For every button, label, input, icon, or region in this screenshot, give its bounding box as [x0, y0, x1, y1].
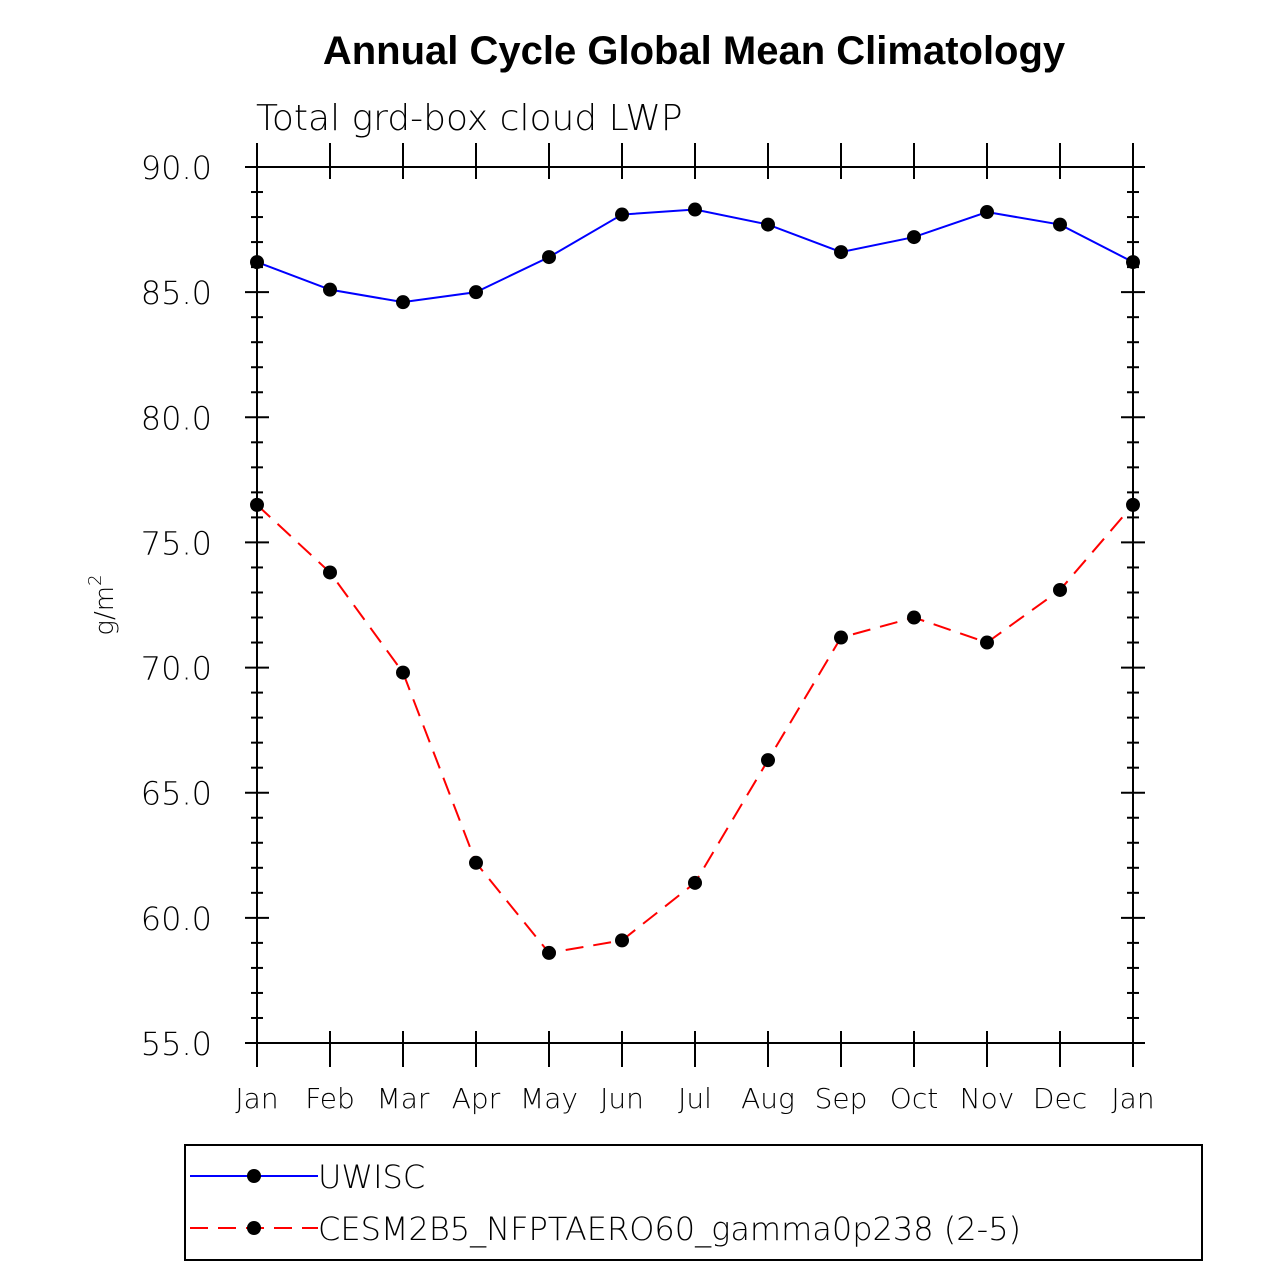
legend-label-2: CESM2B5_NFPTAERO60_gamma0p238 (2-5)	[318, 1210, 1021, 1248]
y-tick-label: 85.0	[141, 274, 212, 312]
x-tick-label: Apr	[452, 1082, 501, 1115]
y-tick-label: 75.0	[141, 524, 212, 562]
data-point-1	[980, 205, 994, 220]
data-point-1	[834, 245, 848, 260]
data-point-1	[1126, 255, 1140, 270]
y-tick-label: 80.0	[141, 399, 212, 437]
y-tick-label: 60.0	[141, 900, 212, 938]
legend-label-1: UWISC	[318, 1158, 425, 1196]
data-point-1	[396, 295, 410, 310]
data-point-2	[1053, 582, 1067, 597]
x-tick-label: Dec	[1033, 1082, 1087, 1115]
data-point-1	[907, 230, 921, 245]
series-line-1	[256, 208, 1134, 304]
plot-area	[256, 166, 1134, 1044]
data-point-2	[396, 665, 410, 680]
y-axis-label-base: g/m	[90, 586, 120, 636]
y-tick-label: 65.0	[141, 775, 212, 813]
data-point-1	[542, 250, 556, 265]
data-point-2	[980, 635, 994, 650]
data-point-1	[469, 285, 483, 300]
data-point-1	[1053, 217, 1067, 232]
data-point-1	[323, 282, 337, 297]
data-point-2	[469, 855, 483, 870]
legend-box	[184, 1144, 1203, 1261]
x-tick-label: Jun	[600, 1082, 644, 1115]
y-ticks: 55.0 60.0 65.0 70.0 75.0 80.0 85.0 90.0	[141, 149, 1145, 1063]
x-tick-label: Jul	[678, 1082, 712, 1115]
legend-marker-1	[247, 1169, 261, 1183]
legend: UWISC CESM2B5_NFPTAERO60_gamma0p238 (2-5)	[184, 1144, 1203, 1261]
data-point-2	[542, 945, 556, 960]
data-point-2	[834, 630, 848, 645]
x-tick-label: Sep	[815, 1082, 868, 1115]
x-tick-label: Jan	[235, 1082, 278, 1115]
y-tick-label: 55.0	[141, 1025, 212, 1063]
chart-title: Annual Cycle Global Mean Climatology	[323, 29, 1066, 73]
x-tick-label: Mar	[377, 1082, 430, 1115]
data-point-2	[1126, 497, 1140, 512]
data-point-2	[615, 933, 629, 948]
y-tick-label: 90.0	[141, 149, 212, 187]
data-point-2	[907, 610, 921, 625]
x-tick-label: Oct	[890, 1082, 938, 1115]
chart-subtitle: Total grd-box cloud LWP	[256, 98, 683, 139]
data-point-2	[323, 565, 337, 580]
data-point-2	[688, 875, 702, 890]
y-axis-label: g/m2	[85, 574, 120, 635]
data-point-1	[250, 255, 264, 270]
x-tick-label: Nov	[960, 1082, 1015, 1115]
x-tick-label: Feb	[305, 1082, 355, 1115]
series-lines	[250, 202, 1140, 960]
x-ticks: Jan Feb Mar Apr May Jun Jul Aug Sep Oct Nov Dec Jan	[235, 143, 1155, 1115]
data-point-1	[761, 217, 775, 232]
data-point-2	[761, 753, 775, 768]
y-tick-label: 70.0	[141, 650, 212, 688]
data-point-2	[250, 497, 264, 512]
x-tick-label: Aug	[741, 1082, 795, 1115]
x-tick-label: May	[520, 1082, 578, 1115]
y-axis-label-superscript: 2	[85, 574, 106, 585]
data-point-1	[615, 207, 629, 222]
x-tick-label: Jan	[1111, 1082, 1154, 1115]
data-point-1	[688, 202, 702, 217]
legend-marker-2	[247, 1221, 261, 1235]
